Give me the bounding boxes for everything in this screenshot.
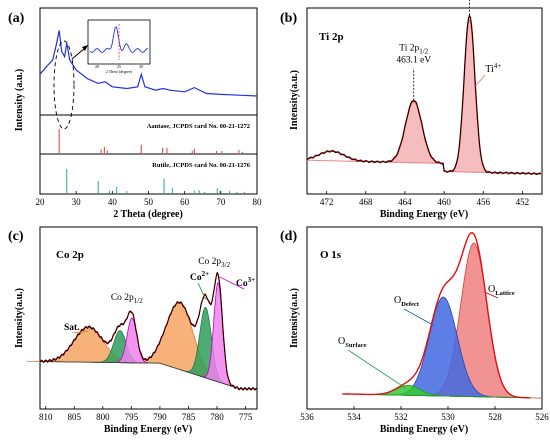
co-background-line xyxy=(40,361,257,390)
co-component-label: Co3+ xyxy=(236,276,255,289)
panel-a-x-tick-label: 80 xyxy=(253,197,263,207)
ti4plus-label: Ti4+ xyxy=(485,62,501,75)
ti4plus-leader-line xyxy=(475,74,486,87)
panel-d-xlabel: Binding Energy (eV) xyxy=(380,424,468,435)
panel-b-x-tick-label: 460 xyxy=(437,197,451,207)
panel-b-xticks: 472 468 464 460 456 452 xyxy=(320,191,529,207)
panel-d-ylabel: Intensity(a.u.) xyxy=(289,288,300,348)
co-component-leader xyxy=(219,276,245,290)
panel-d: (d) O 1s 536 534 532 530 528 526 Binding Ener… xyxy=(280,226,549,435)
co-component-label: Co2+ xyxy=(190,270,209,283)
panel-c-x-tick-label: 790 xyxy=(153,412,167,422)
panel-d-label: (d) xyxy=(280,229,297,244)
panel-b-x-tick-label: 472 xyxy=(320,197,334,207)
panel-a-x-tick-label: 60 xyxy=(180,197,190,207)
zoom-ellipse xyxy=(53,40,75,130)
anatase-reference-label: Aantase, JCPDS card No. 00-21-1272 xyxy=(147,123,250,130)
o-component-leader xyxy=(485,292,499,299)
panel-a-x-tick-label: 40 xyxy=(108,197,118,207)
o-component-label: ODefect xyxy=(394,295,420,308)
panel-a: (a) 20 30 40 50 60 70 80 2 Theta (degree) Inte… xyxy=(8,7,263,220)
panel-b-x-tick-label: 456 xyxy=(477,197,491,207)
co-component-leader xyxy=(197,282,206,300)
o-envelope-line xyxy=(342,231,531,399)
inset-tick-label: 20 xyxy=(95,64,99,69)
panel-c-x-tick-label: 810 xyxy=(39,412,53,422)
panel-c-x-tick-label: 785 xyxy=(182,412,196,422)
inset-pattern-line xyxy=(89,25,149,53)
panel-b-xlabel: Binding Energy (eV) xyxy=(380,209,468,220)
panel-c-frame xyxy=(39,226,258,410)
panel-c-x-tick-label: 800 xyxy=(96,412,110,422)
inset-xticks: 20 25 30 xyxy=(95,64,143,69)
ti-raw-data-line xyxy=(306,15,542,176)
o-component-leader xyxy=(403,308,435,326)
inset-tick-label: 25 xyxy=(117,64,121,69)
panel-a-ylabel: Intensity (a.u.) xyxy=(14,69,25,132)
panel-c: (c) Co 2p 810 805 800 795 790 785 780 775 Bindi… xyxy=(8,226,258,435)
panel-c-label: (c) xyxy=(8,229,24,244)
panel-b-label: (b) xyxy=(280,11,297,26)
o-component-leader xyxy=(347,349,406,389)
panel-c-title: Co 2p xyxy=(56,249,84,261)
panel-d-x-tick-label: 536 xyxy=(300,412,314,422)
o-component-label: OSurface xyxy=(338,336,367,349)
panel-a-xlabel: 2 Theta (degree) xyxy=(113,209,183,220)
panel-d-x-tick-label: 532 xyxy=(394,412,408,422)
panel-c-x-tick-label: 780 xyxy=(210,412,224,422)
ti-peak-energy: 463.1 eV xyxy=(396,55,431,65)
panel-a-x-tick-label: 70 xyxy=(216,197,226,207)
ti4plus-component-area xyxy=(346,18,522,174)
panel-c-xticks: 810 805 800 795 790 785 780 775 xyxy=(39,406,253,422)
panel-d-x-tick-label: 530 xyxy=(441,412,455,422)
panel-b: (b) Ti 2p 472 468 464 460 456 452 Binding Ene… xyxy=(280,0,543,220)
panel-c-x-tick-label: 795 xyxy=(125,412,139,422)
ti-peak-name: Ti 2p1/2 xyxy=(399,43,428,55)
anatase-reference-lines xyxy=(58,129,244,153)
panel-d-xticks: 536 534 532 530 528 526 xyxy=(300,406,549,422)
panel-b-frame xyxy=(306,7,543,195)
panel-a-xticks: 20 30 40 50 60 70 80 xyxy=(36,191,263,207)
panel-d-frame xyxy=(306,226,543,410)
co-raw-data-line xyxy=(39,272,257,391)
panel-a-x-tick-label: 20 xyxy=(36,197,46,207)
rutile-reference-lines xyxy=(66,169,245,193)
panel-c-x-tick-label: 805 xyxy=(68,412,82,422)
co-component-leader xyxy=(71,330,89,334)
panel-b-ylabel: Intensity(a.u.) xyxy=(289,70,300,130)
panel-d-x-tick-label: 526 xyxy=(535,412,549,422)
inset-tick-label: 30 xyxy=(139,64,143,69)
inset: 20 25 30 2 Theta (degree) xyxy=(87,19,151,74)
zoom-arrowhead xyxy=(82,45,88,51)
xrd-pattern-line xyxy=(39,30,258,97)
panel-c-xlabel: Binding Energy (eV) xyxy=(104,424,192,435)
o-component-areas xyxy=(346,242,542,399)
panel-c-ylabel: Intensity(a.u.) xyxy=(14,288,25,348)
panel-d-title: O 1s xyxy=(320,249,342,261)
panel-b-x-tick-label: 452 xyxy=(516,197,530,207)
panel-c-x-tick-label: 775 xyxy=(239,412,253,422)
panel-b-title: Ti 2p xyxy=(319,31,344,43)
zoom-arrow-line xyxy=(71,47,86,60)
panel-d-x-tick-label: 528 xyxy=(488,412,502,422)
panel-a-x-tick-label: 30 xyxy=(72,197,82,207)
o-component-label: OLattice xyxy=(488,284,515,297)
panel-a-label: (a) xyxy=(8,11,25,26)
panel-b-x-tick-label: 468 xyxy=(359,197,373,207)
panel-d-x-tick-label: 534 xyxy=(347,412,361,422)
co-main-peak-label: Co 2p3/2 xyxy=(198,257,230,269)
inset-xlabel: 2 Theta (degree) xyxy=(106,69,133,74)
panel-a-x-tick-label: 50 xyxy=(144,197,154,207)
panel-b-x-tick-label: 464 xyxy=(398,197,412,207)
co-labels: Co 2p3/2 Co 2p1/2 Sat. Co2+ Co3+ xyxy=(64,257,255,334)
rutile-reference-label: Rutile, JCPDS card No. 00-21-1276 xyxy=(152,162,251,169)
o-labels: OLattice ODefect OSurface xyxy=(338,284,515,389)
co-component-label: Sat. xyxy=(64,323,80,333)
co-main-peak-label: Co 2p1/2 xyxy=(111,293,143,305)
